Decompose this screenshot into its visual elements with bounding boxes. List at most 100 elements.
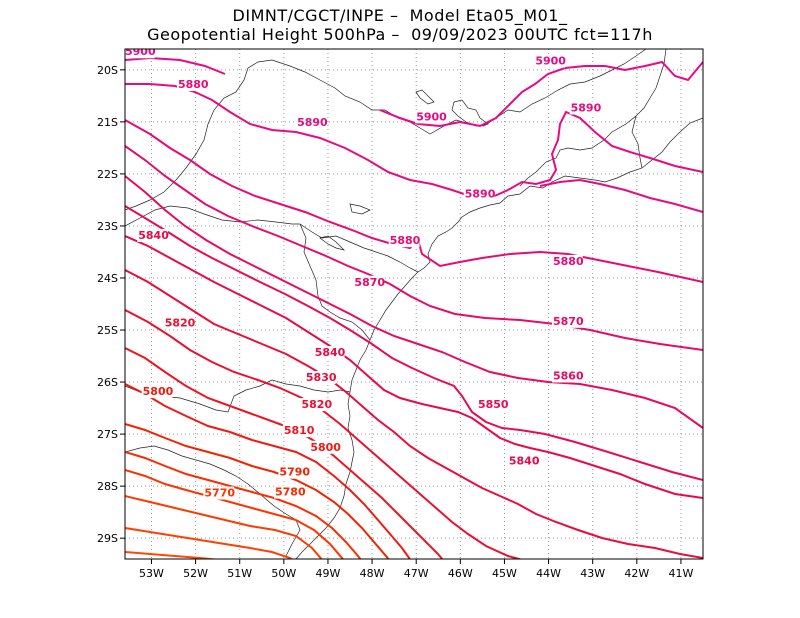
- contour-label-bg: [274, 485, 305, 499]
- contour-label-bg: [534, 54, 566, 68]
- contour-label-bg: [551, 369, 583, 383]
- contour-label: 5900: [416, 110, 447, 123]
- contour-label-bg: [304, 371, 336, 385]
- contour-label: 5880: [178, 78, 209, 91]
- contour-label-bg: [176, 78, 208, 92]
- lon-tick-label: 45W: [492, 567, 517, 580]
- contour-label-bg: [282, 424, 314, 438]
- contour-label: 5840: [315, 346, 346, 359]
- contour-label-bg: [203, 486, 235, 500]
- contour-label: 5820: [165, 316, 196, 329]
- contour-label-bg: [313, 346, 345, 360]
- contour-label-bg: [476, 398, 508, 412]
- contour-label: 5830: [306, 371, 337, 384]
- contour-label-bg: [141, 385, 173, 399]
- lat-tick-label: 22S: [97, 168, 118, 181]
- lat-tick-label: 29S: [97, 532, 118, 545]
- lon-tick-label: 46W: [448, 567, 473, 580]
- contour-label-bg: [388, 234, 420, 248]
- contour-label: 5900: [535, 55, 566, 68]
- lon-tick-label: 41W: [669, 567, 694, 580]
- grid-lines: [125, 49, 703, 559]
- contour-5820: [125, 309, 523, 559]
- contour-label: 5900: [125, 45, 156, 58]
- contour-5870: [125, 145, 703, 351]
- state-border-sc: [125, 379, 351, 413]
- contour-5750: [125, 527, 293, 559]
- contour-label: 5890: [571, 101, 602, 114]
- lon-tick-label: 44W: [536, 567, 561, 580]
- contour-label: 5850: [478, 398, 509, 411]
- state-border-pr: [299, 223, 371, 341]
- lon-tick-label: 49W: [316, 567, 341, 580]
- contour-5890: [539, 178, 703, 213]
- contour-5830: [125, 269, 703, 559]
- contour-5900: [379, 60, 703, 128]
- lat-tick-label: 26S: [97, 376, 118, 389]
- contour-label: 5880: [553, 255, 584, 268]
- contour-label-bg: [507, 454, 539, 468]
- state-border-rs: [125, 445, 301, 557]
- contour-label: 5840: [138, 229, 169, 242]
- reservoir-2: [319, 235, 346, 251]
- contour-5770: [125, 469, 344, 559]
- contour-label-bg: [278, 465, 310, 479]
- contour-label-bg: [551, 254, 583, 268]
- lagoon: [451, 99, 489, 127]
- contour-label: 5870: [553, 315, 584, 328]
- contour-label: 5890: [297, 116, 328, 129]
- contour-label-bg: [353, 275, 385, 289]
- lon-tick-label: 42W: [624, 567, 649, 580]
- reservoir-1: [349, 203, 371, 215]
- lon-tick-label: 47W: [404, 567, 429, 580]
- lat-tick-label: 21S: [97, 116, 118, 129]
- lon-tick-label: 43W: [580, 567, 605, 580]
- lat-tick-label: 24S: [97, 272, 118, 285]
- contour-5840-top: [125, 235, 703, 499]
- contour-label-bg: [296, 116, 327, 130]
- lon-tick-label: 51W: [227, 567, 252, 580]
- reservoir-3: [415, 89, 435, 105]
- contour-label: 5860: [553, 369, 584, 382]
- lat-tick-label: 27S: [97, 428, 118, 441]
- contour-5850: [125, 205, 703, 481]
- contour-5860: [125, 175, 703, 429]
- state-border-sp-mg: [243, 59, 431, 135]
- contour-label: 5800: [143, 385, 174, 398]
- lon-tick-label: 53W: [139, 567, 164, 580]
- contour-label: 5820: [301, 398, 332, 411]
- border-ar: [125, 205, 300, 227]
- contour-label-bg: [463, 187, 495, 201]
- state-border-es: [631, 115, 643, 169]
- lat-tick-label: 28S: [97, 480, 118, 493]
- contour-label-bg: [415, 110, 447, 124]
- state-border-pr-sp: [299, 223, 419, 273]
- contour-label: 5840: [509, 454, 540, 467]
- contour-label: 5790: [279, 466, 310, 479]
- brazil-coastline: [295, 117, 703, 559]
- longitude-axis: 53W 52W 51W 50W 49W 48W 47W 46W 45W 44W 43W 42W 41W: [139, 559, 693, 580]
- contour-label-bg: [569, 101, 601, 115]
- map-title: DIMNT/CGCT/INPE – Model Eta05_M01_: [232, 6, 568, 25]
- lon-tick-label: 48W: [360, 567, 385, 580]
- contour-label-bg: [309, 440, 341, 454]
- contour-label: 5770: [204, 487, 235, 500]
- state-border-sp-west: [125, 79, 245, 211]
- contour-label: 5780: [275, 486, 306, 499]
- contour-label-bg: [300, 398, 332, 412]
- contour-5780: [125, 451, 362, 559]
- lat-tick-label: 23S: [97, 220, 118, 233]
- coastline: [125, 49, 703, 559]
- lat-tick-label: 25S: [97, 324, 118, 337]
- contour-5760: [125, 495, 323, 559]
- contour-label: 5880: [390, 234, 421, 247]
- contour-label-bg: [551, 314, 583, 328]
- contour-label-bg: [163, 316, 195, 330]
- contour-label-bg: [137, 228, 169, 242]
- contour-label-bg: [125, 49, 155, 59]
- latitude-axis: 20S 21S 22S 23S 24S 25S 26S 27S 28S 29S: [97, 64, 125, 545]
- contour-5890: [125, 83, 703, 200]
- lon-tick-label: 50W: [271, 567, 296, 580]
- contour-label: 5890: [465, 187, 496, 200]
